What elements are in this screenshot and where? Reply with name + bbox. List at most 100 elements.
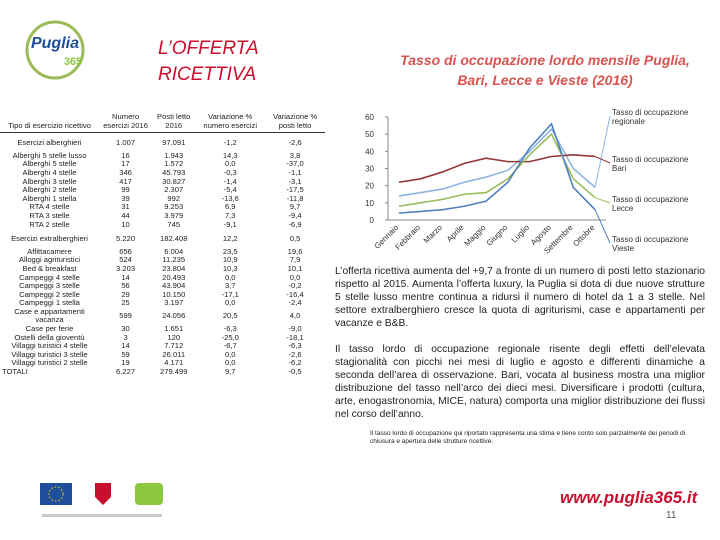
table-cell: 9,7 — [289, 202, 301, 212]
logo-name: Puglia — [31, 35, 79, 52]
table-cell: Alberghi 1 stella — [22, 193, 77, 203]
table-cell: Esercizi alberghieri — [17, 138, 82, 148]
footer-fine-print — [42, 514, 162, 517]
table-cell: Alberghi 4 stelle — [22, 167, 77, 177]
table-cell: 992 — [167, 193, 181, 203]
column-header: Variazione % numero esercizi — [195, 112, 266, 134]
table-cell: 279.499 — [160, 367, 188, 377]
table-cell: 39 — [121, 193, 130, 203]
column-header: Variazione % posti letto — [265, 112, 325, 134]
table-row: Campeggi 4 stelle 14 20.493 0,0 0,0 — [0, 272, 325, 283]
table-cell: -17,5 — [286, 185, 304, 195]
page-number: 11 — [666, 510, 677, 521]
table-cell: 10,9 — [222, 255, 238, 265]
website: www.puglia365.it — [560, 488, 698, 507]
table-cell: 59 — [121, 349, 130, 359]
table-cell: 3.979 — [164, 210, 184, 220]
table-cell: 44 — [121, 210, 130, 220]
table-cell: -6,9 — [288, 219, 302, 229]
table-row: Alberghi 5 stelle lusso 16 1.943 14,3 3,8 — [0, 150, 325, 161]
table-cell: -1,2 — [223, 138, 237, 148]
table-cell: 56 — [121, 281, 130, 291]
table-cell: Alberghi 3 stelle — [22, 176, 77, 186]
series-line — [398, 153, 596, 184]
table-cell: RTA 2 stelle — [29, 219, 70, 229]
table-cell: 20,5 — [222, 311, 238, 321]
table-cell: Alberghi 2 stelle — [22, 185, 77, 195]
table-cell: 30.827 — [162, 176, 186, 186]
table-row: Villaggi turistici 2 stelle 19 4.171 0,0 -6,… — [0, 359, 325, 368]
table-cell: 3.197 — [164, 298, 184, 308]
table-cell: -5,4 — [223, 185, 237, 195]
table-cell: 3 — [123, 332, 128, 342]
table-cell: 11.235 — [162, 255, 186, 265]
table-cell: 745 — [167, 219, 181, 229]
table-cell: 2.307 — [164, 185, 184, 195]
table-cell: -6,3 — [223, 324, 237, 334]
table-cell: 24.056 — [162, 311, 186, 321]
table-row: RTA 4 stelle 31 9.253 6,9 9,7 — [0, 203, 325, 212]
logo-number: 365 — [64, 56, 82, 68]
table-cell: Alberghi 5 stelle lusso — [12, 150, 87, 160]
table-cell: 45.793 — [162, 167, 186, 177]
region-crest — [95, 483, 111, 505]
footer-logos — [40, 483, 163, 517]
table-cell: 0,0 — [224, 358, 236, 368]
table-cell: RTA 4 stelle — [29, 202, 70, 212]
table-cell: RTA 3 stelle — [29, 210, 70, 220]
table-cell: -2,4 — [288, 298, 302, 308]
y-tick-label: 40 — [365, 147, 374, 156]
column-header: Tipo di esercizio ricettivo — [0, 113, 99, 134]
table-cell: -6,2 — [288, 358, 302, 368]
table-cell: Villaggi turistici 3 stelle — [11, 349, 88, 359]
table-cell: Ostelli della gioventù — [14, 332, 85, 342]
legend-entry: Tasso di occupazione Lecce — [612, 195, 689, 213]
table-cell: 3,7 — [224, 281, 236, 291]
x-tick-label: Ottobre — [571, 223, 597, 249]
table-cell: 1.572 — [164, 159, 184, 169]
column-header: Posti letto 2016 — [152, 112, 196, 134]
table-cell: 7.712 — [164, 341, 184, 351]
table-row: TOTALI 6.227 279.499 9,7 -0,5 — [0, 367, 325, 377]
table-row: Alberghi 4 stelle 346 45.793 -0,3 -1,1 — [0, 167, 325, 178]
table-cell: -37,0 — [286, 159, 304, 169]
table-row: Alberghi 3 stelle 417 30.827 -1,4 -3,1 — [0, 176, 325, 187]
table-cell: -1,4 — [223, 176, 237, 186]
table-cell: 524 — [119, 255, 132, 265]
table-cell: -9,0 — [288, 324, 302, 334]
x-tick-label: Giugno — [485, 223, 510, 248]
table-cell: 1.007 — [116, 138, 136, 148]
table-cell: -9,1 — [223, 219, 237, 229]
y-tick-label: 50 — [365, 130, 374, 139]
table-cell: Case e appartamenti vacanza — [14, 306, 85, 325]
legend-leader — [594, 197, 611, 204]
table-cell: 7,9 — [289, 255, 301, 265]
table-cell: 14 — [121, 341, 130, 351]
x-tick-label: Marzo — [422, 223, 444, 245]
table-cell: Campeggi 3 stelle — [19, 281, 80, 291]
table-row: Campeggi 2 stelle 29 10.150 -17,1 -16,4 — [0, 290, 325, 300]
table-cell: 1.651 — [164, 324, 184, 334]
table-cell: 99 — [121, 185, 130, 195]
table-row: Ostelli della gioventù 3 120 -25,0 -18,1 — [0, 332, 325, 343]
table-cell: 0,0 — [224, 298, 236, 308]
table-cell: 20.493 — [162, 272, 186, 282]
table-cell: 0,0 — [224, 349, 236, 359]
table-cell: Case per ferie — [25, 324, 74, 334]
table-row: Bed & breakfast 3.203 23.804 10,3 10,1 — [0, 264, 325, 274]
table-row: Alberghi 5 stelle 17 1.572 0,0 -37,0 — [0, 160, 325, 169]
legend-entry: Tasso di occupazione Vieste — [612, 235, 689, 253]
table-cell: 30 — [121, 324, 130, 334]
table-row: Campeggi 1 stella 25 3.197 0,0 -2,4 — [0, 299, 325, 308]
logo-ring — [25, 20, 85, 80]
table-row: Esercizi alberghieri 1.007 97.091 -1,2 -2,6 — [0, 133, 325, 152]
chart-title: Tasso di occupazione lordo mensile Pugli… — [400, 52, 690, 88]
table-cell: 6.004 — [164, 246, 184, 256]
table-cell: 10 — [121, 219, 130, 229]
table-row: Villaggi turistici 4 stelle 14 7.712 -6,7 -6… — [0, 342, 325, 351]
table-cell: 1.943 — [164, 150, 184, 160]
table-cell: -3,1 — [288, 176, 302, 186]
table-cell: 3,8 — [289, 150, 301, 160]
